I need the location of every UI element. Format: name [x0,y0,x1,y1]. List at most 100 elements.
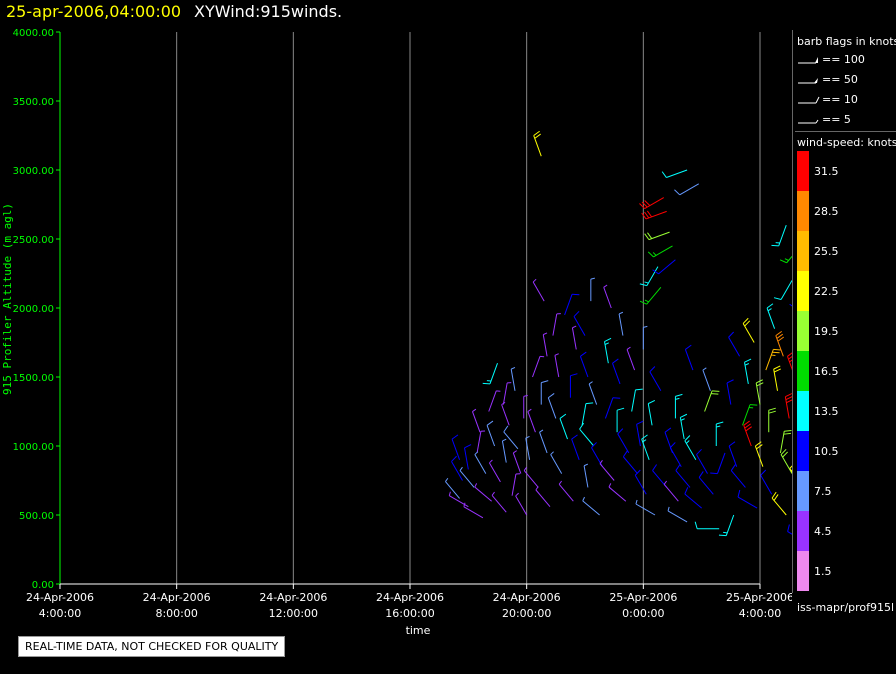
speed-label: 28.5 [814,205,839,218]
speed-legend-item: 7.5 [797,471,896,511]
wind-barb [542,332,548,357]
x-tick-label-date: 24-Apr-2006 [143,591,211,604]
x-tick-label-date: 24-Apr-2006 [259,591,327,604]
wind-barb [710,452,726,475]
wind-barb [539,429,548,454]
wind-barb [649,366,662,392]
wind-barb [730,464,746,488]
wind-barb [684,344,694,371]
speed-swatch [797,551,809,591]
wind-barb [667,506,688,523]
speed-swatch [797,231,809,271]
wind-barb [744,358,752,384]
speed-swatch [797,311,809,351]
wind-barb [754,441,764,467]
wind-barb [571,434,580,460]
wind-barb [679,413,688,440]
y-tick-label: 1000.00 [13,442,54,453]
chart-title: XYWind:915winds. [194,2,343,21]
wind-barb [616,407,625,433]
grid-lines [176,32,761,584]
wind-barb [603,284,612,309]
wind-barb [787,524,792,535]
barb-legend-label: == 100 [822,53,865,66]
wind-barb [501,401,510,426]
wind-barb [550,451,563,474]
wind-barb [718,514,735,537]
x-tick-label-time: 8:00:00 [155,607,197,620]
barb-legend-item: == 10 [798,93,858,106]
wind-barb [488,390,501,412]
wind-barb [779,429,792,453]
x-tick-label-time: 4:00:00 [739,607,781,620]
speed-swatch [797,191,809,231]
wind-barb [599,460,615,481]
speed-swatch [797,471,809,511]
x-tick-label-date: 25-Apr-2006 [609,591,677,604]
speed-legend-item: 22.5 [797,271,896,311]
y-tick-label: 3000.00 [13,166,54,177]
wind-barb [474,451,487,474]
wind-barb [476,430,486,453]
y-tick-label: 2500.00 [13,235,54,246]
wind-barb [510,366,516,391]
speed-legend-item: 13.5 [797,391,896,431]
wind-barb [698,471,714,495]
wind-barb [715,421,724,446]
wind-barb [639,286,662,305]
title-date: 25-apr-2006,04:00:00 [6,2,182,21]
x-tick-label-date: 24-Apr-2006 [376,591,444,604]
wind-barb [448,491,469,508]
barb-glyph-icon [798,78,818,84]
wind-barb [768,407,776,433]
barb-legend-item: == 50 [798,73,858,86]
wind-barb [523,394,528,419]
wind-barb [626,346,636,371]
wind-barb [463,502,484,519]
x-tick-label-time: 4:00:00 [39,607,81,620]
wind-barb [502,382,512,405]
wind-barb [532,355,545,378]
wind-barb [743,420,752,447]
y-axis-label: 915 Profiler Altitude (m agl) [1,203,14,395]
wind-barb [491,491,507,513]
speed-legend-item: 16.5 [797,351,896,391]
x-tick-label-date: 24-Apr-2006 [26,591,94,604]
wind-barb [737,489,758,509]
wind-barb [590,277,595,302]
speed-label: 22.5 [814,285,839,298]
wind-barb [694,521,720,530]
speed-legend-item: 4.5 [797,511,896,551]
barb-legend-title: barb flags in knots [797,35,896,48]
wind-barb [622,450,638,474]
speed-label: 19.5 [814,325,839,338]
wind-barb [765,348,781,371]
wind-barb [474,483,492,502]
barb-glyph-icon [798,119,819,124]
wind-barb [588,381,598,405]
barb-glyph-icon [798,96,820,104]
speed-label: 10.5 [814,445,839,458]
wind-barb [501,438,507,463]
wind-barb [525,435,531,460]
wind-barb [532,278,545,302]
y-tick-label: 3500.00 [13,97,54,108]
wind-barb [618,311,624,336]
speed-legend-item: 28.5 [797,191,896,231]
wind-barb [554,353,560,378]
y-tick-label: 1500.00 [13,373,54,384]
wind-barb [569,373,578,398]
wind-barb [647,245,673,258]
wind-barb [515,492,528,516]
speed-label: 16.5 [814,365,839,378]
wind-barb [464,444,472,470]
wind-barb [684,487,702,509]
wind-barb [675,464,691,488]
wind-barb [604,337,612,364]
y-tick-label: 4000.00 [13,28,54,39]
x-tick-label-time: 20:00:00 [502,607,551,620]
legend-panel [792,30,896,593]
wind-barb [486,420,496,447]
wind-barb [540,380,549,405]
speed-label: 13.5 [814,405,839,418]
